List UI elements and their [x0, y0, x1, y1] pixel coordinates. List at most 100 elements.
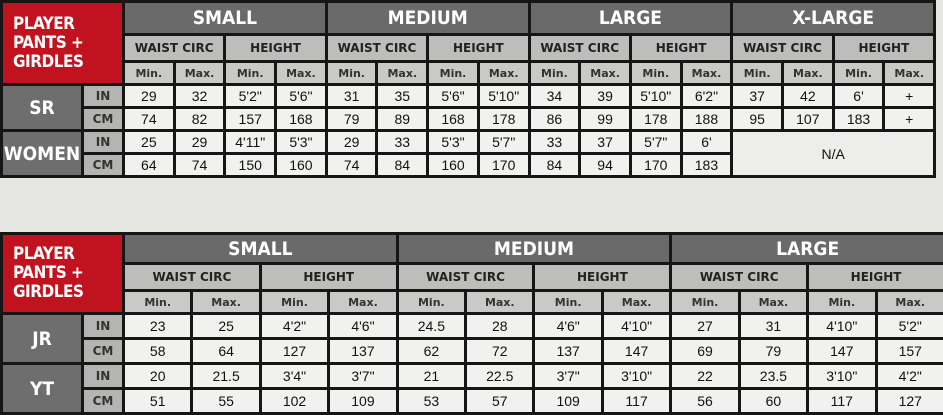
value-cell: 5'6" — [429, 86, 477, 106]
measure-header: WAIST CIRC — [398, 265, 533, 289]
min-max-header: Max. — [175, 63, 224, 83]
value-cell: 3'4" — [261, 365, 328, 387]
value-cell: 55 — [193, 390, 259, 412]
min-max-header: Min. — [327, 63, 376, 83]
group-label: JR — [3, 315, 81, 362]
value-cell: 5'2" — [226, 86, 275, 106]
value-cell: 33 — [378, 132, 427, 152]
group-label: YT — [3, 365, 81, 412]
value-cell: 109 — [535, 390, 601, 412]
value-cell: 157 — [226, 109, 275, 129]
value-cell: 23.5 — [740, 365, 807, 387]
value-cell: 79 — [740, 340, 807, 362]
measure-header: HEIGHT — [429, 36, 528, 60]
measure-header: HEIGHT — [809, 265, 943, 289]
min-max-header: Max. — [378, 63, 427, 83]
chart-title-line: PLAYER — [13, 244, 75, 264]
measure-header: HEIGHT — [834, 36, 934, 60]
min-max-header: Max. — [740, 292, 807, 312]
value-cell: 170 — [479, 155, 528, 175]
min-max-header: Min. — [672, 292, 738, 312]
value-cell: 4'6" — [330, 315, 396, 337]
measure-header: HEIGHT — [535, 265, 670, 289]
value-cell: 74 — [327, 155, 376, 175]
chart-title-line: GIRDLES — [13, 51, 84, 72]
measure-header: HEIGHT — [226, 36, 325, 60]
unit-label: CM — [84, 155, 122, 175]
junior-youth-size-chart: PLAYER PANTS + GIRDLES SMALL MEDIUM LARGE WAIS… — [0, 232, 943, 415]
min-max-header: Min. — [834, 63, 883, 83]
measure-header: WAIST CIRC — [672, 265, 807, 289]
value-cell: 69 — [672, 340, 738, 362]
value-cell: 58 — [125, 340, 191, 362]
value-cell: 82 — [175, 109, 224, 129]
value-cell: 39 — [581, 86, 629, 106]
size-header: MEDIUM — [398, 235, 670, 262]
value-cell: 183 — [682, 155, 731, 175]
value-cell: 89 — [378, 109, 427, 129]
value-cell: 3'7" — [330, 365, 396, 387]
value-cell: 21.5 — [193, 365, 259, 387]
min-max-header: Max. — [479, 63, 528, 83]
min-max-header: Max. — [885, 63, 934, 83]
value-cell: 109 — [330, 390, 396, 412]
value-cell: 21 — [398, 365, 465, 387]
min-max-header: Min. — [261, 292, 328, 312]
value-cell: 79 — [327, 109, 376, 129]
value-cell: 37 — [733, 86, 781, 106]
value-cell: 53 — [398, 390, 465, 412]
value-cell: 188 — [682, 109, 731, 129]
min-max-header: Min. — [631, 63, 680, 83]
value-cell: 29 — [327, 132, 376, 152]
measure-header: HEIGHT — [261, 265, 396, 289]
value-cell: 29 — [125, 86, 173, 106]
value-cell: 5'3" — [277, 132, 325, 152]
chart-title-line: PLAYER — [13, 13, 75, 34]
value-cell: 22.5 — [467, 365, 533, 387]
table-row: YT IN 20 21.5 3'4" 3'7" 21 22.5 3'7" 3'10" 22 23.5 3… — [3, 365, 943, 412]
measure-header: WAIST CIRC — [530, 36, 629, 60]
chart-title-line: GIRDLES — [13, 282, 84, 302]
chart-title: PLAYER PANTS + GIRDLES — [3, 3, 122, 83]
min-max-header: Max. — [682, 63, 731, 83]
measure-header: WAIST CIRC — [125, 265, 259, 289]
value-cell: 22 — [672, 365, 738, 387]
table-row: CM 74 82 157 168 79 89 168 178 86 99 178 188 95 107 183… — [3, 109, 934, 129]
unit-label: IN — [84, 132, 122, 152]
value-cell: 127 — [877, 390, 943, 412]
value-cell: 25 — [193, 315, 259, 337]
value-cell: 4'10" — [809, 315, 875, 337]
min-max-header: Max. — [877, 292, 943, 312]
value-cell: 5'7" — [631, 132, 680, 152]
value-cell: 147 — [809, 340, 875, 362]
value-cell: 23 — [125, 315, 191, 337]
value-cell: 168 — [429, 109, 477, 129]
value-cell: 147 — [603, 340, 670, 362]
size-header: SMALL — [125, 235, 396, 262]
value-cell: 117 — [809, 390, 875, 412]
value-cell: 3'10" — [809, 365, 875, 387]
value-cell: 102 — [261, 390, 328, 412]
value-cell: 3'10" — [603, 365, 670, 387]
value-cell: 34 — [530, 86, 579, 106]
table-row: WOMEN IN 25 29 4'11" 5'3" 29 33 5'3" 5'7" 33 37 5'7"… — [3, 132, 934, 175]
measure-header: HEIGHT — [631, 36, 731, 60]
min-max-header: Max. — [193, 292, 259, 312]
value-cell: 84 — [378, 155, 427, 175]
value-cell: 6' — [682, 132, 731, 152]
value-cell: 5'10" — [479, 86, 528, 106]
value-cell: 72 — [467, 340, 533, 362]
min-max-header: Max. — [467, 292, 533, 312]
value-cell: 25 — [125, 132, 173, 152]
size-header: LARGE — [530, 3, 731, 33]
value-cell: 178 — [631, 109, 680, 129]
value-cell: 5'10" — [631, 86, 680, 106]
value-cell: 4'2" — [877, 365, 943, 387]
value-cell: 31 — [327, 86, 376, 106]
not-available-cell: N/A — [733, 132, 934, 175]
value-cell: 62 — [398, 340, 465, 362]
unit-label: IN — [84, 365, 122, 387]
min-max-header: Max. — [277, 63, 325, 83]
value-cell: 6' — [834, 86, 883, 106]
min-max-header: Max. — [603, 292, 670, 312]
